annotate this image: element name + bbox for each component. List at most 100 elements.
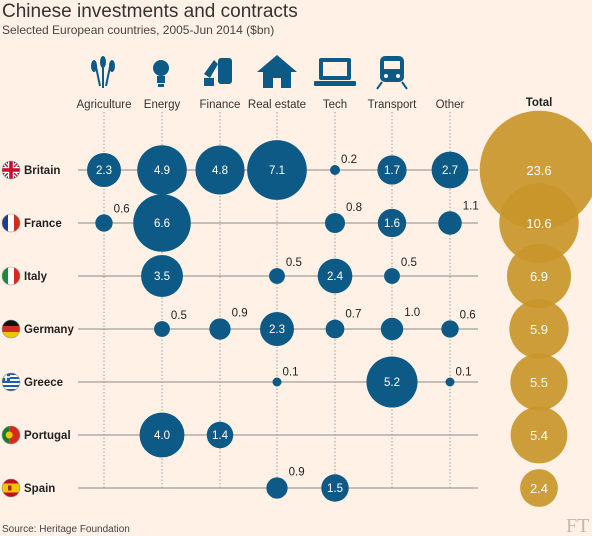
value-bubble <box>384 268 400 284</box>
value-label: 0.7 <box>345 309 361 321</box>
value-bubble <box>260 312 294 346</box>
value-bubble <box>266 477 288 499</box>
value-label: 6.6 <box>154 218 170 230</box>
country-label: Germany <box>24 324 74 336</box>
value-label: 0.9 <box>232 307 248 319</box>
category-headers: Agriculture Energy Finance Real estate Tech T… <box>77 97 553 111</box>
value-bubble <box>380 317 404 341</box>
category-label: Agriculture <box>77 99 132 111</box>
value-bubble <box>431 151 469 189</box>
country-label: France <box>24 218 62 230</box>
total-bubble <box>509 299 569 359</box>
value-bubble <box>317 258 353 294</box>
value-bubble <box>377 208 407 238</box>
total-label: 2.4 <box>530 481 548 496</box>
category-label: Tech <box>323 99 347 111</box>
country-label: Spain <box>24 483 55 495</box>
value-label: 0.1 <box>283 367 299 379</box>
italy-flag-icon <box>2 267 20 285</box>
value-bubble <box>87 153 121 187</box>
value-bubble <box>325 319 345 339</box>
lightbulb-icon <box>153 60 169 87</box>
total-bubble <box>506 243 572 309</box>
coins-icon <box>204 58 232 86</box>
value-label: 0.5 <box>171 310 187 322</box>
country-label: Britain <box>24 165 60 177</box>
ft-logo: FT <box>566 515 589 536</box>
uk-flag-icon <box>2 161 20 179</box>
country-row: Portugal 4.0 1.4 5.4 <box>1 406 568 464</box>
value-bubble <box>321 474 349 502</box>
value-label: 5.2 <box>384 377 400 389</box>
total-bubble <box>510 353 568 411</box>
total-label: 6.9 <box>530 269 548 284</box>
value-label: 2.3 <box>96 165 112 177</box>
total-label: 10.6 <box>526 216 551 231</box>
value-label: 0.5 <box>401 257 417 269</box>
value-bubble <box>137 145 187 195</box>
value-label: 1.5 <box>327 483 343 495</box>
value-bubble <box>377 155 407 185</box>
value-label: 4.0 <box>154 430 170 442</box>
value-bubble <box>441 320 459 338</box>
category-label: Real estate <box>248 99 306 111</box>
value-bubble <box>366 356 418 408</box>
value-label: 1.4 <box>212 430 229 442</box>
category-label: Transport <box>368 99 418 111</box>
value-label: 0.8 <box>346 202 362 214</box>
category-label: Other <box>436 99 465 111</box>
country-rows: Britain 2.3 4.9 4.8 7.1 0.2 1.7 2.7 23.6 France 0.… <box>1 110 592 507</box>
value-label: 4.8 <box>212 165 228 177</box>
value-bubble <box>272 377 282 387</box>
country-label: Italy <box>24 271 48 283</box>
value-label: 2.4 <box>327 271 344 283</box>
spain-flag-icon <box>2 479 20 497</box>
value-label: 2.3 <box>269 324 285 336</box>
value-label: 1.7 <box>384 165 400 177</box>
portugal-flag-icon <box>2 426 20 444</box>
total-label: 5.9 <box>530 322 548 337</box>
value-label: 4.9 <box>154 165 170 177</box>
value-label: 1.1 <box>463 200 479 212</box>
house-icon <box>257 55 297 88</box>
value-bubble <box>195 145 245 195</box>
source-note: Source: Heritage Foundation <box>2 524 130 535</box>
value-label: 0.5 <box>286 257 302 269</box>
value-bubble <box>324 212 346 234</box>
value-bubble <box>269 268 285 284</box>
value-label: 0.1 <box>456 367 472 379</box>
value-label: 0.2 <box>341 154 357 166</box>
greece-flag-icon <box>2 373 20 391</box>
value-label: 1.0 <box>404 307 420 319</box>
france-flag-icon <box>2 214 20 232</box>
value-label: 3.5 <box>154 271 170 283</box>
value-bubble <box>95 214 113 232</box>
value-label: 0.6 <box>114 203 130 215</box>
total-label: 23.6 <box>526 163 551 178</box>
train-icon <box>376 56 408 90</box>
value-bubble <box>438 211 462 235</box>
category-icons <box>91 55 408 90</box>
category-label: Energy <box>144 99 181 111</box>
value-label: 0.6 <box>460 309 476 321</box>
value-bubble <box>209 318 231 340</box>
value-bubble <box>329 164 341 176</box>
value-label: 1.6 <box>384 218 400 230</box>
value-label: 0.9 <box>289 466 305 478</box>
value-bubble <box>141 255 183 297</box>
total-label: 5.5 <box>530 375 548 390</box>
country-row: Italy 3.5 0.5 2.4 0.5 6.9 <box>1 243 572 309</box>
total-bubble <box>499 183 579 263</box>
chart-title: Chinese investments and contracts <box>2 1 298 22</box>
total-label: 5.4 <box>530 428 548 443</box>
value-bubble <box>445 377 455 387</box>
country-row: Spain 0.9 1.5 2.4 <box>1 466 558 507</box>
total-header: Total <box>526 97 553 109</box>
value-bubble <box>247 140 307 200</box>
laptop-icon <box>314 58 356 86</box>
value-label: 7.1 <box>269 165 285 177</box>
country-row: France 0.6 6.6 0.8 1.6 1.1 10.6 <box>1 183 579 263</box>
germany-flag-icon <box>2 320 20 338</box>
category-label: Finance <box>200 99 241 111</box>
